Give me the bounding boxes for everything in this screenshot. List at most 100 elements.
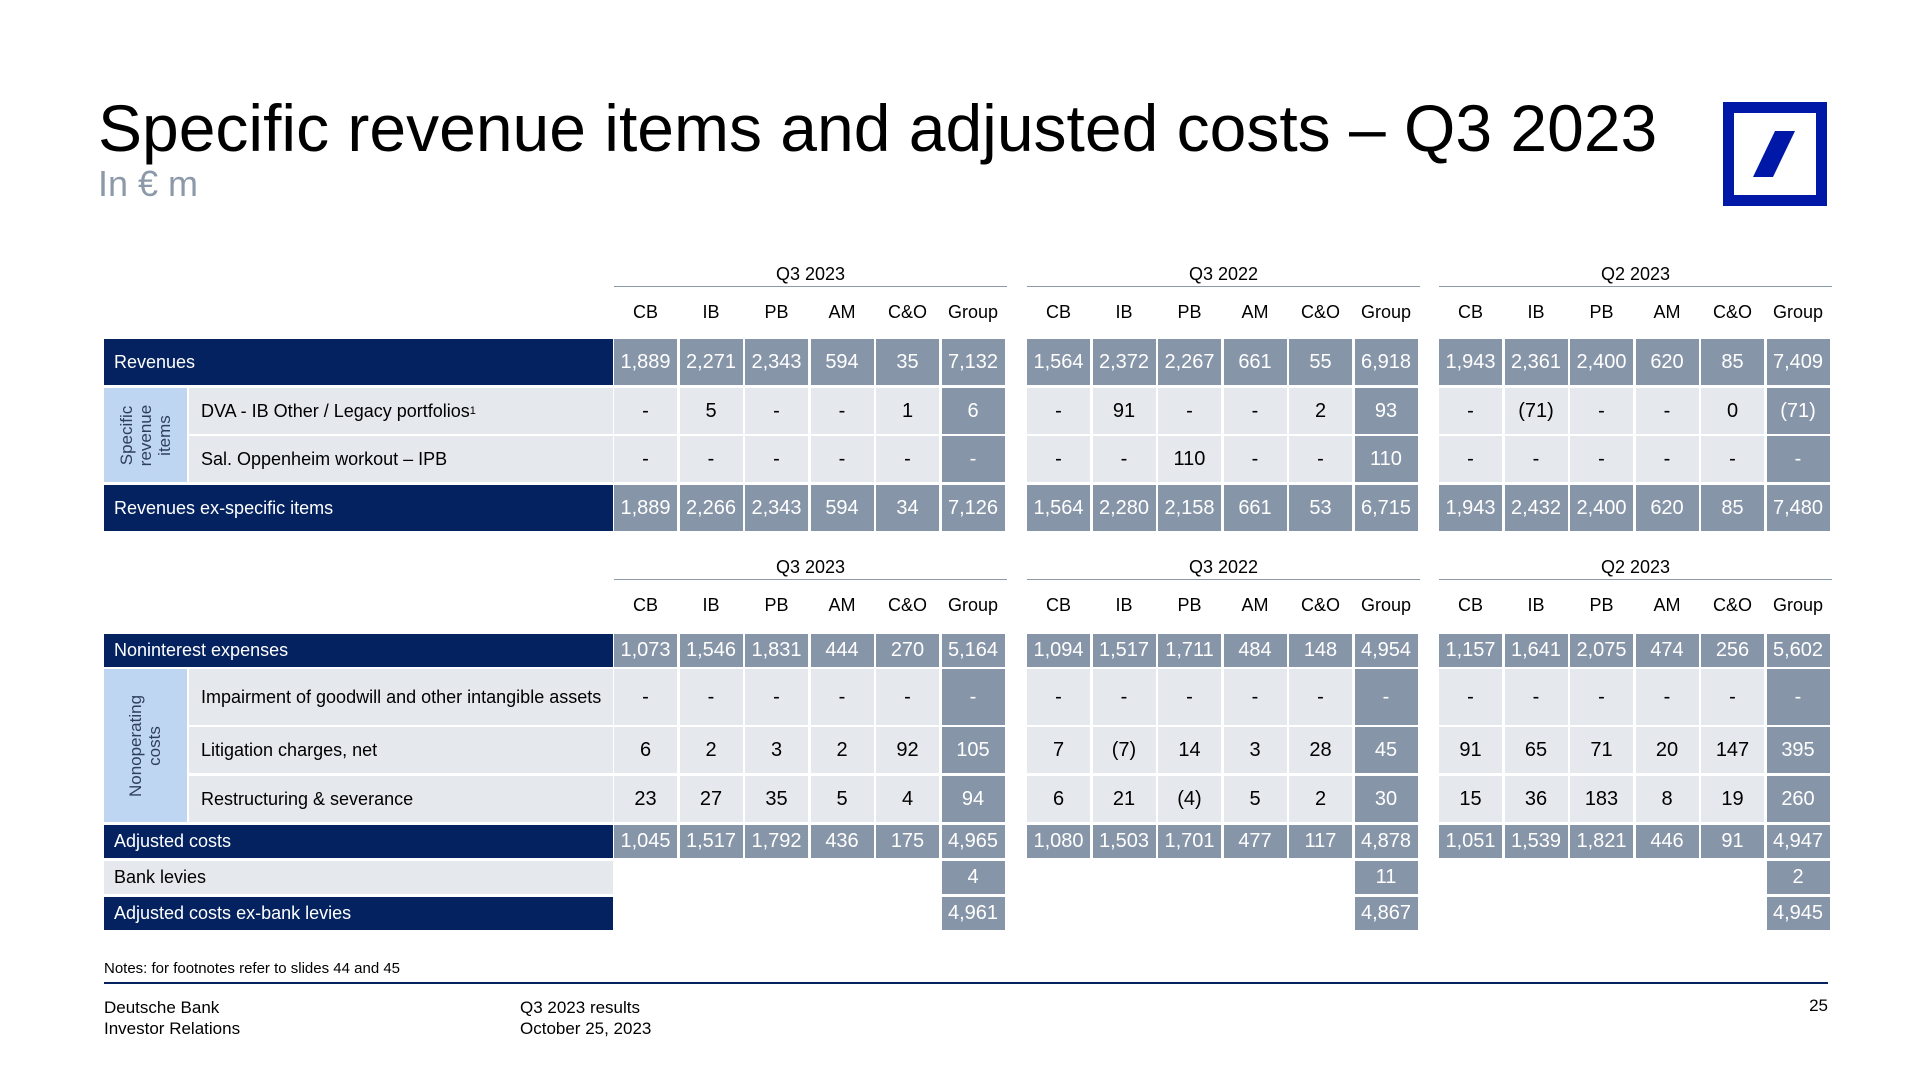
column-header: PB: [1177, 595, 1202, 615]
value-cell: 1,503: [1092, 825, 1156, 858]
value-cell: 1,073: [614, 634, 677, 667]
period-header: Q3 2023: [775, 264, 846, 284]
value-cell: 91: [1092, 388, 1156, 434]
column-header: C&O: [1300, 302, 1340, 322]
value-cell: 620: [1635, 339, 1699, 385]
value-cell: 2,361: [1504, 339, 1568, 385]
value-cell: -: [1635, 388, 1699, 434]
value-cell: 2,372: [1092, 339, 1156, 385]
footnote-marker: 1: [469, 405, 476, 417]
value-cell: 8: [1635, 776, 1699, 822]
group-value-cell: -: [1766, 436, 1830, 482]
column-header: IB: [1527, 302, 1545, 322]
value-cell: 65: [1504, 727, 1568, 773]
period-underline: [1439, 579, 1832, 580]
footnote-text: Notes: for footnotes refer to slides 44 …: [104, 960, 401, 977]
column-header: PB: [764, 595, 789, 615]
value-cell: 23: [614, 776, 677, 822]
value-cell: (7): [1092, 727, 1156, 773]
group-value-cell: 395: [1766, 727, 1830, 773]
group-value-cell: -: [941, 669, 1005, 725]
group-value-cell: 260: [1766, 776, 1830, 822]
period-underline: [1439, 286, 1832, 287]
group-value-cell: 7,126: [941, 485, 1005, 531]
value-cell: 4: [876, 776, 939, 822]
group-value-cell: 11: [1354, 861, 1418, 894]
group-value-cell: 4,867: [1354, 897, 1418, 930]
value-cell: -: [1092, 669, 1156, 725]
column-header: C&O: [887, 302, 927, 322]
column-header: IB: [1115, 302, 1133, 322]
value-cell: 1,517: [679, 825, 743, 858]
value-cell: -: [1223, 388, 1287, 434]
value-cell: 91: [1439, 727, 1502, 773]
value-cell: -: [1027, 436, 1090, 482]
value-cell: -: [1570, 436, 1633, 482]
row-group-label-text: Nonoperating costs: [126, 694, 165, 797]
value-cell: -: [745, 388, 808, 434]
value-cell: 2,400: [1570, 339, 1633, 385]
value-cell: -: [1289, 436, 1352, 482]
column-header: CB: [1457, 302, 1483, 322]
group-value-cell: 5,164: [941, 634, 1005, 667]
value-cell: 446: [1635, 825, 1699, 858]
value-cell: 477: [1223, 825, 1287, 858]
value-cell: 1,539: [1504, 825, 1568, 858]
value-cell: 1,831: [745, 634, 808, 667]
value-cell: -: [1092, 436, 1156, 482]
row-label: DVA - IB Other / Legacy portfolios 1: [189, 388, 613, 434]
value-cell: -: [810, 388, 874, 434]
row-label: Litigation charges, net: [189, 727, 613, 773]
value-cell: 85: [1701, 339, 1764, 385]
value-cell: 14: [1158, 727, 1221, 773]
column-header: AM: [828, 302, 856, 322]
value-cell: 2,343: [745, 339, 808, 385]
value-cell: -: [614, 669, 677, 725]
value-cell: -: [876, 436, 939, 482]
value-cell: 1,094: [1027, 634, 1090, 667]
column-header: Group: [1772, 302, 1824, 322]
column-header: Group: [947, 302, 999, 322]
column-header: Group: [1360, 302, 1412, 322]
value-cell: 92: [876, 727, 939, 773]
value-cell: -: [1504, 669, 1568, 725]
page-subtitle: In € m: [98, 163, 199, 204]
row-label: Adjusted costs: [104, 825, 613, 858]
column-header: CB: [1045, 302, 1071, 322]
column-header: CB: [1457, 595, 1483, 615]
value-cell: 2,400: [1570, 485, 1633, 531]
value-cell: 53: [1289, 485, 1352, 531]
value-cell: -: [1439, 436, 1502, 482]
period-underline: [614, 286, 1007, 287]
column-header: IB: [702, 302, 720, 322]
value-cell: 91: [1701, 825, 1764, 858]
value-cell: 1: [876, 388, 939, 434]
period-header: Q2 2023: [1600, 557, 1671, 577]
row-label: Impairment of goodwill and other intangi…: [189, 669, 613, 725]
value-cell: 2,267: [1158, 339, 1221, 385]
row-label-text: Noninterest expenses: [114, 640, 289, 660]
value-cell: 5: [679, 388, 743, 434]
value-cell: 2,432: [1504, 485, 1568, 531]
value-cell: -: [1027, 388, 1090, 434]
value-cell: -: [810, 436, 874, 482]
row-group-label-text: Specific revenue items: [117, 404, 174, 466]
value-cell: 1,943: [1439, 339, 1502, 385]
value-cell: 36: [1504, 776, 1568, 822]
row-label: Restructuring & severance: [189, 776, 613, 822]
period-underline: [614, 579, 1007, 580]
row-label: Adjusted costs ex-bank levies: [104, 897, 613, 930]
row-group-label: Specific revenue items: [104, 388, 187, 482]
value-cell: 2: [810, 727, 874, 773]
group-value-cell: -: [941, 436, 1005, 482]
value-cell: 5: [1223, 776, 1287, 822]
footer-report-name: Q3 2023 results: [520, 998, 641, 1017]
column-header: AM: [1241, 302, 1269, 322]
group-value-cell: -: [1354, 669, 1418, 725]
value-cell: 1,943: [1439, 485, 1502, 531]
group-value-cell: 4,947: [1766, 825, 1830, 858]
value-cell: 3: [745, 727, 808, 773]
period-header: Q3 2023: [775, 557, 846, 577]
row-label: Sal. Oppenheim workout – IPB: [189, 436, 613, 482]
value-cell: -: [1289, 669, 1352, 725]
